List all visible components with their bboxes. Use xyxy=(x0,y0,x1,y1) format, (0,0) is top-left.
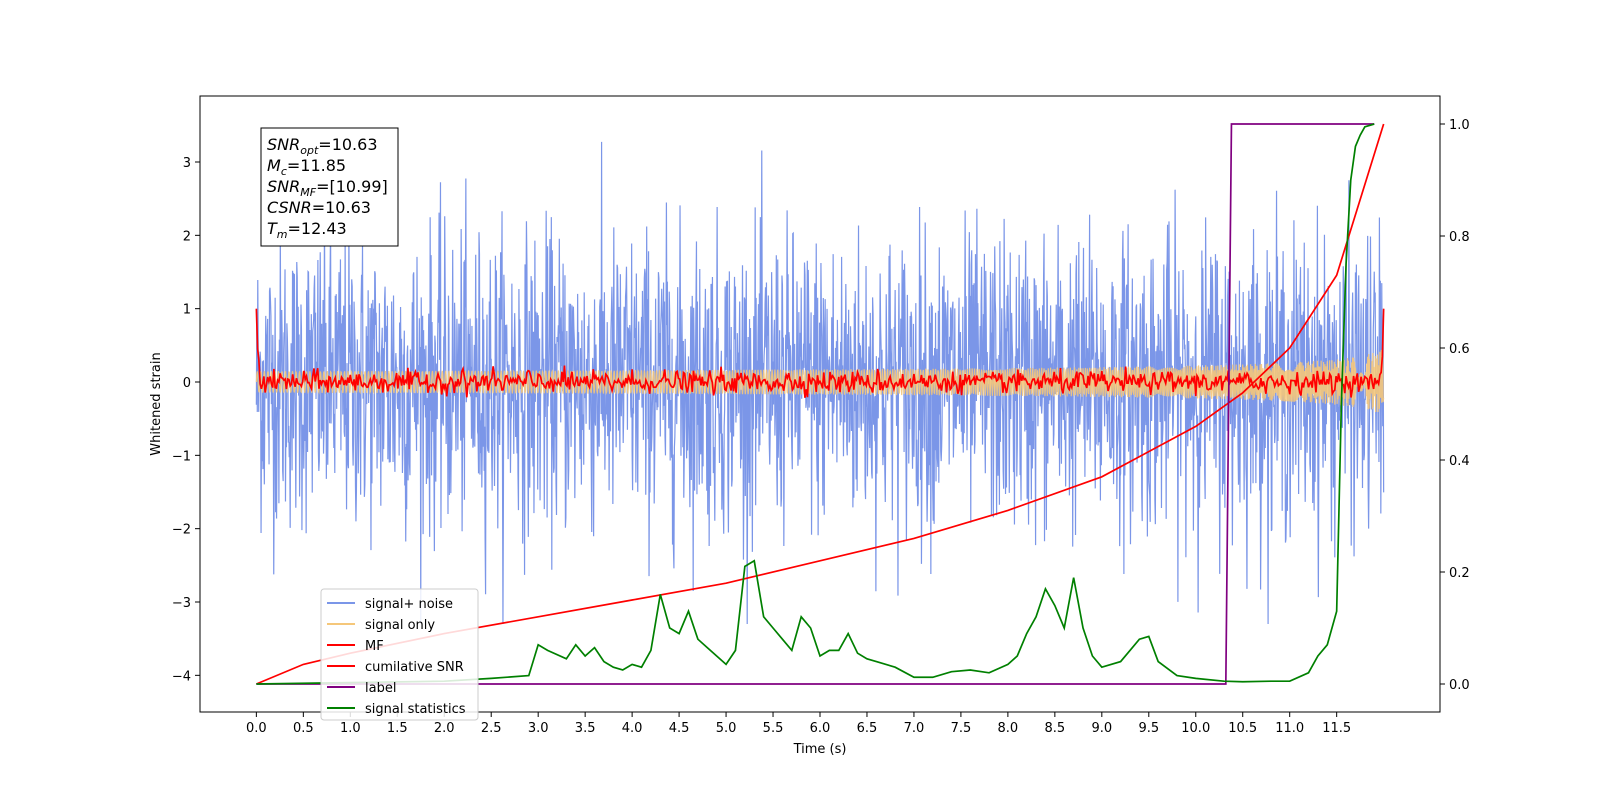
x-tick-label: 2.5 xyxy=(481,721,502,736)
metric-line: SNRMF=[10.99] xyxy=(267,177,388,199)
legend-entry: signal+ noise xyxy=(365,597,453,612)
x-tick-label: 1.5 xyxy=(387,721,408,736)
x-tick-label: 6.0 xyxy=(810,721,831,736)
x-tick-label: 8.0 xyxy=(998,721,1019,736)
x-tick-label: 2.0 xyxy=(434,721,455,736)
y-axis-label: Whitened strain xyxy=(149,352,164,455)
series-layer xyxy=(255,123,1385,685)
series-mf xyxy=(255,308,1385,398)
x-tick-label: 10.0 xyxy=(1181,721,1210,736)
y2-tick-label: 0.2 xyxy=(1449,566,1470,581)
x-tick-label: 9.5 xyxy=(1138,721,1159,736)
metric-line: Tm=12.43 xyxy=(267,219,347,241)
metric-line: SNRopt=10.63 xyxy=(267,135,378,157)
x-tick-label: 10.5 xyxy=(1228,721,1257,736)
x-tick-label: 1.0 xyxy=(340,721,361,736)
y-tick-label: 2 xyxy=(183,229,191,244)
y-tick-label: 0 xyxy=(183,376,191,391)
y2-tick-label: 0.0 xyxy=(1449,678,1470,693)
series-signal-only xyxy=(255,349,1385,412)
x-tick-label: 0.0 xyxy=(246,721,267,736)
y-tick-label: −3 xyxy=(172,596,191,611)
y-tick-label: 1 xyxy=(183,303,191,318)
legend: signal+ noise signal only MF cumilative SNR… xyxy=(320,588,479,721)
legend-entry: label xyxy=(365,681,396,696)
legend-entry: signal only xyxy=(365,618,435,633)
x-tick-label: 7.5 xyxy=(951,721,972,736)
legend-entry: MF xyxy=(365,639,384,654)
x-tick-label: 11.5 xyxy=(1322,721,1351,736)
y-tick-label: −2 xyxy=(172,523,191,538)
y2-tick-label: 0.6 xyxy=(1449,342,1470,357)
y2-tick-label: 1.0 xyxy=(1449,118,1470,133)
x-tick-label: 3.0 xyxy=(528,721,549,736)
x-axis-label: Time (s) xyxy=(793,742,847,757)
series-signal-statistics xyxy=(256,123,1375,685)
x-tick-label: 3.5 xyxy=(575,721,596,736)
y-tick-label: −1 xyxy=(172,449,191,464)
y-tick-label: 3 xyxy=(183,156,191,171)
metric-line: Mc=11.85 xyxy=(267,156,346,178)
x-tick-label: 4.5 xyxy=(669,721,690,736)
x-tick-label: 9.0 xyxy=(1091,721,1112,736)
legend-frame xyxy=(320,588,479,721)
axes-layer: 0.0 0.5 1.0 1.5 2.0 2.5 3.0 3.5 4.0 4.5 5.0 5.5 6.0 6… xyxy=(172,118,1470,736)
y-tick-label: −4 xyxy=(172,669,191,684)
x-tick-label: 11.0 xyxy=(1275,721,1304,736)
metric-line: CSNR=10.63 xyxy=(267,198,371,217)
x-tick-label: 0.5 xyxy=(293,721,314,736)
x-tick-label: 4.0 xyxy=(622,721,643,736)
legend-entry: cumilative SNR xyxy=(365,660,464,675)
legend-entry: signal statistics xyxy=(365,702,466,717)
series-label xyxy=(256,123,1375,685)
y2-tick-label: 0.8 xyxy=(1449,230,1470,245)
x-tick-label: 5.5 xyxy=(763,721,784,736)
metrics-annotation-frame xyxy=(260,127,399,247)
metrics-annotation-box: SNRopt=10.63Mc=11.85SNRMF=[10.99]CSNR=10… xyxy=(260,127,399,247)
x-tick-label: 7.0 xyxy=(904,721,925,736)
x-tick-label: 6.5 xyxy=(857,721,878,736)
x-tick-label: 8.5 xyxy=(1045,721,1066,736)
y2-tick-label: 0.4 xyxy=(1449,454,1470,469)
x-tick-label: 5.0 xyxy=(716,721,737,736)
